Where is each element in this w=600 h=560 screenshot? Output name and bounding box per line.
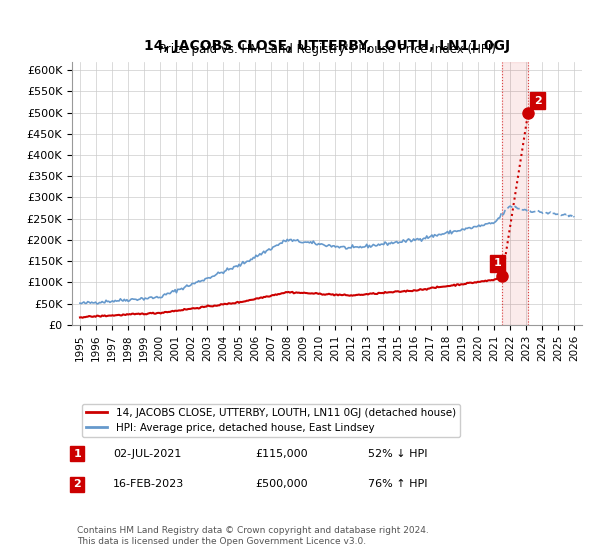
Text: 2: 2 (534, 96, 542, 106)
Text: £115,000: £115,000 (256, 449, 308, 459)
Text: 76% ↑ HPI: 76% ↑ HPI (368, 479, 427, 489)
Legend: 14, JACOBS CLOSE, UTTERBY, LOUTH, LN11 0GJ (detached house), HPI: Average price,: 14, JACOBS CLOSE, UTTERBY, LOUTH, LN11 0… (82, 404, 460, 437)
Text: 52% ↓ HPI: 52% ↓ HPI (368, 449, 427, 459)
Text: 1: 1 (73, 449, 81, 459)
Text: 2: 2 (73, 479, 81, 489)
Title: 14, JACOBS CLOSE, UTTERBY, LOUTH, LN11 0GJ: 14, JACOBS CLOSE, UTTERBY, LOUTH, LN11 0… (144, 40, 510, 54)
Text: 02-JUL-2021: 02-JUL-2021 (113, 449, 181, 459)
Text: 1: 1 (494, 258, 502, 268)
Bar (502, 62, 528, 325)
Text: Contains HM Land Registry data © Crown copyright and database right 2024.
This d: Contains HM Land Registry data © Crown c… (77, 526, 429, 546)
Text: Price paid vs. HM Land Registry's House Price Index (HPI): Price paid vs. HM Land Registry's House … (158, 43, 496, 57)
Text: £500,000: £500,000 (256, 479, 308, 489)
Text: 16-FEB-2023: 16-FEB-2023 (113, 479, 184, 489)
